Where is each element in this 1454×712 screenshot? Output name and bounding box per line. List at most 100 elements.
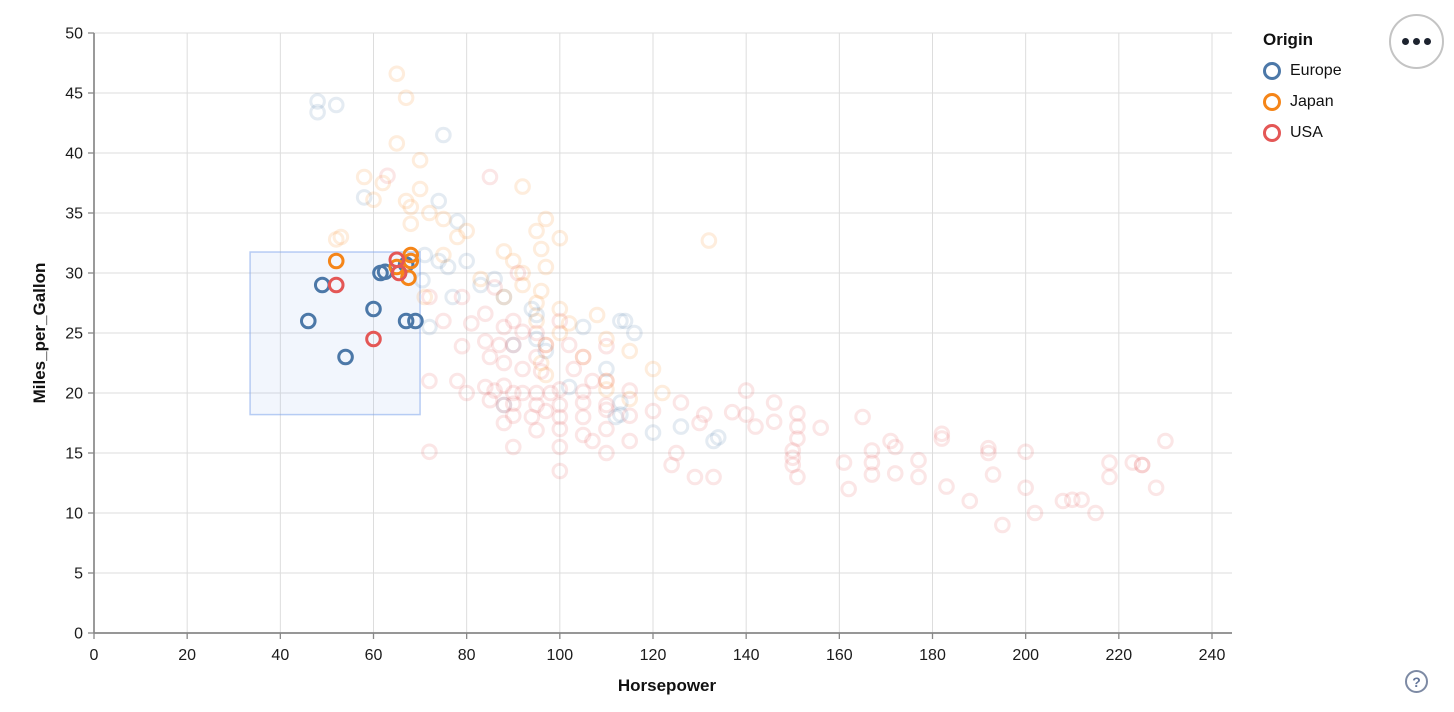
- legend-swatch-circle-icon: [1263, 124, 1281, 142]
- ellipsis-icon: [1413, 38, 1420, 45]
- point-japan-unselected: [598, 381, 615, 398]
- help-button[interactable]: ?: [1405, 670, 1428, 693]
- x-tick-label: 160: [826, 647, 853, 664]
- point-europe-unselected: [523, 300, 541, 318]
- legend-item-label: Japan: [1290, 93, 1334, 110]
- question-mark-icon: ?: [1412, 673, 1421, 690]
- point-europe-unselected: [612, 406, 629, 423]
- point-usa-unselected: [509, 264, 527, 282]
- point-usa-unselected: [504, 312, 522, 330]
- point-japan-unselected: [332, 228, 350, 246]
- point-usa-unselected: [449, 372, 466, 390]
- legend-item-japan: Japan: [1263, 93, 1342, 111]
- point-europe-unselected: [607, 408, 625, 426]
- point-usa-unselected: [1017, 443, 1034, 461]
- point-usa-unselected: [504, 384, 522, 402]
- x-tick-label: 240: [1199, 647, 1226, 664]
- point-usa-unselected: [598, 396, 615, 414]
- y-tick-label: 0: [74, 626, 83, 643]
- point-europe-unselected: [430, 252, 448, 270]
- point-usa-unselected: [551, 462, 569, 480]
- point-europe-unselected: [430, 192, 448, 210]
- point-europe-unselected: [439, 258, 457, 276]
- point-usa-selected: [365, 330, 382, 348]
- point-japan-unselected: [532, 282, 550, 300]
- point-europe-unselected: [435, 126, 452, 144]
- legend-swatch-circle-icon: [1263, 62, 1281, 80]
- point-japan-unselected: [504, 252, 522, 270]
- point-usa-unselected: [574, 394, 592, 411]
- point-usa-unselected: [574, 426, 592, 444]
- point-usa-unselected: [495, 377, 513, 395]
- point-japan-unselected: [495, 243, 513, 260]
- point-usa-unselected: [737, 382, 755, 399]
- y-tick-label: 20: [65, 386, 83, 403]
- point-usa-unselected: [789, 405, 806, 422]
- point-usa-unselected: [504, 395, 522, 413]
- point-europe-unselected: [612, 312, 629, 330]
- point-usa-unselected: [765, 394, 783, 411]
- scatter-points: [299, 65, 1174, 534]
- point-usa-unselected: [421, 288, 438, 306]
- point-usa-unselected: [723, 403, 741, 421]
- point-europe-unselected: [327, 96, 345, 114]
- point-usa-unselected: [537, 336, 555, 354]
- point-japan-unselected: [402, 215, 420, 233]
- legend-item-label: USA: [1290, 124, 1323, 141]
- point-japan-unselected: [449, 228, 466, 246]
- point-usa-unselected: [477, 333, 494, 350]
- x-tick-label: 140: [733, 647, 760, 664]
- point-japan-unselected: [551, 324, 569, 342]
- point-japan-unselected: [528, 294, 545, 312]
- point-usa-unselected: [705, 468, 722, 486]
- point-usa-unselected: [598, 401, 615, 419]
- point-europe-unselected: [309, 103, 326, 121]
- point-japan-unselected: [402, 198, 420, 216]
- point-usa-unselected: [458, 384, 475, 402]
- y-tick-label: 30: [65, 266, 83, 283]
- point-japan-unselected: [458, 222, 475, 240]
- point-europe-unselected: [472, 276, 489, 294]
- point-usa-unselected: [621, 382, 639, 399]
- point-usa-unselected: [765, 413, 783, 431]
- point-japan-unselected: [574, 348, 592, 366]
- point-usa-unselected: [598, 420, 615, 438]
- point-usa-unselected: [1063, 491, 1081, 509]
- point-usa-unselected: [980, 439, 997, 457]
- point-japan-unselected: [551, 300, 569, 318]
- point-europe-unselected: [458, 252, 475, 270]
- x-tick-label: 200: [1012, 647, 1039, 664]
- point-europe-unselected: [528, 330, 545, 348]
- point-europe-unselected: [644, 424, 662, 441]
- point-usa-unselected: [667, 444, 685, 462]
- menu-button[interactable]: [1389, 14, 1444, 69]
- point-usa-unselected: [490, 336, 508, 354]
- point-europe-unselected: [574, 318, 592, 336]
- point-japan-unselected: [327, 231, 345, 248]
- point-japan-unselected: [621, 342, 639, 360]
- point-usa-unselected: [1054, 492, 1072, 510]
- point-usa-unselected: [1147, 479, 1165, 497]
- point-usa-unselected: [528, 396, 545, 414]
- point-japan-unselected: [374, 174, 392, 192]
- x-tick-label: 80: [458, 647, 476, 664]
- point-japan-unselected: [560, 315, 578, 332]
- ellipsis-icon: [1424, 38, 1431, 45]
- point-usa-unselected: [933, 430, 951, 447]
- point-usa-unselected: [621, 432, 639, 450]
- legend-item-europe: Europe: [1263, 62, 1342, 80]
- point-japan-unselected: [644, 360, 662, 378]
- point-japan-unselected: [495, 288, 513, 306]
- point-europe-unselected: [355, 189, 373, 206]
- point-japan-unselected: [537, 366, 555, 384]
- point-europe-unselected: [537, 342, 555, 360]
- point-usa-unselected: [481, 168, 499, 186]
- point-usa-unselected: [463, 315, 480, 332]
- point-europe-unselected: [626, 324, 643, 342]
- y-tick-label: 15: [65, 446, 83, 463]
- point-usa-unselected: [528, 348, 545, 366]
- axes: 0 20 40 60 80 100 120 140 160 180 200 220 240 0 5 10 15 2…: [65, 26, 1232, 664]
- point-usa-unselected: [574, 348, 592, 366]
